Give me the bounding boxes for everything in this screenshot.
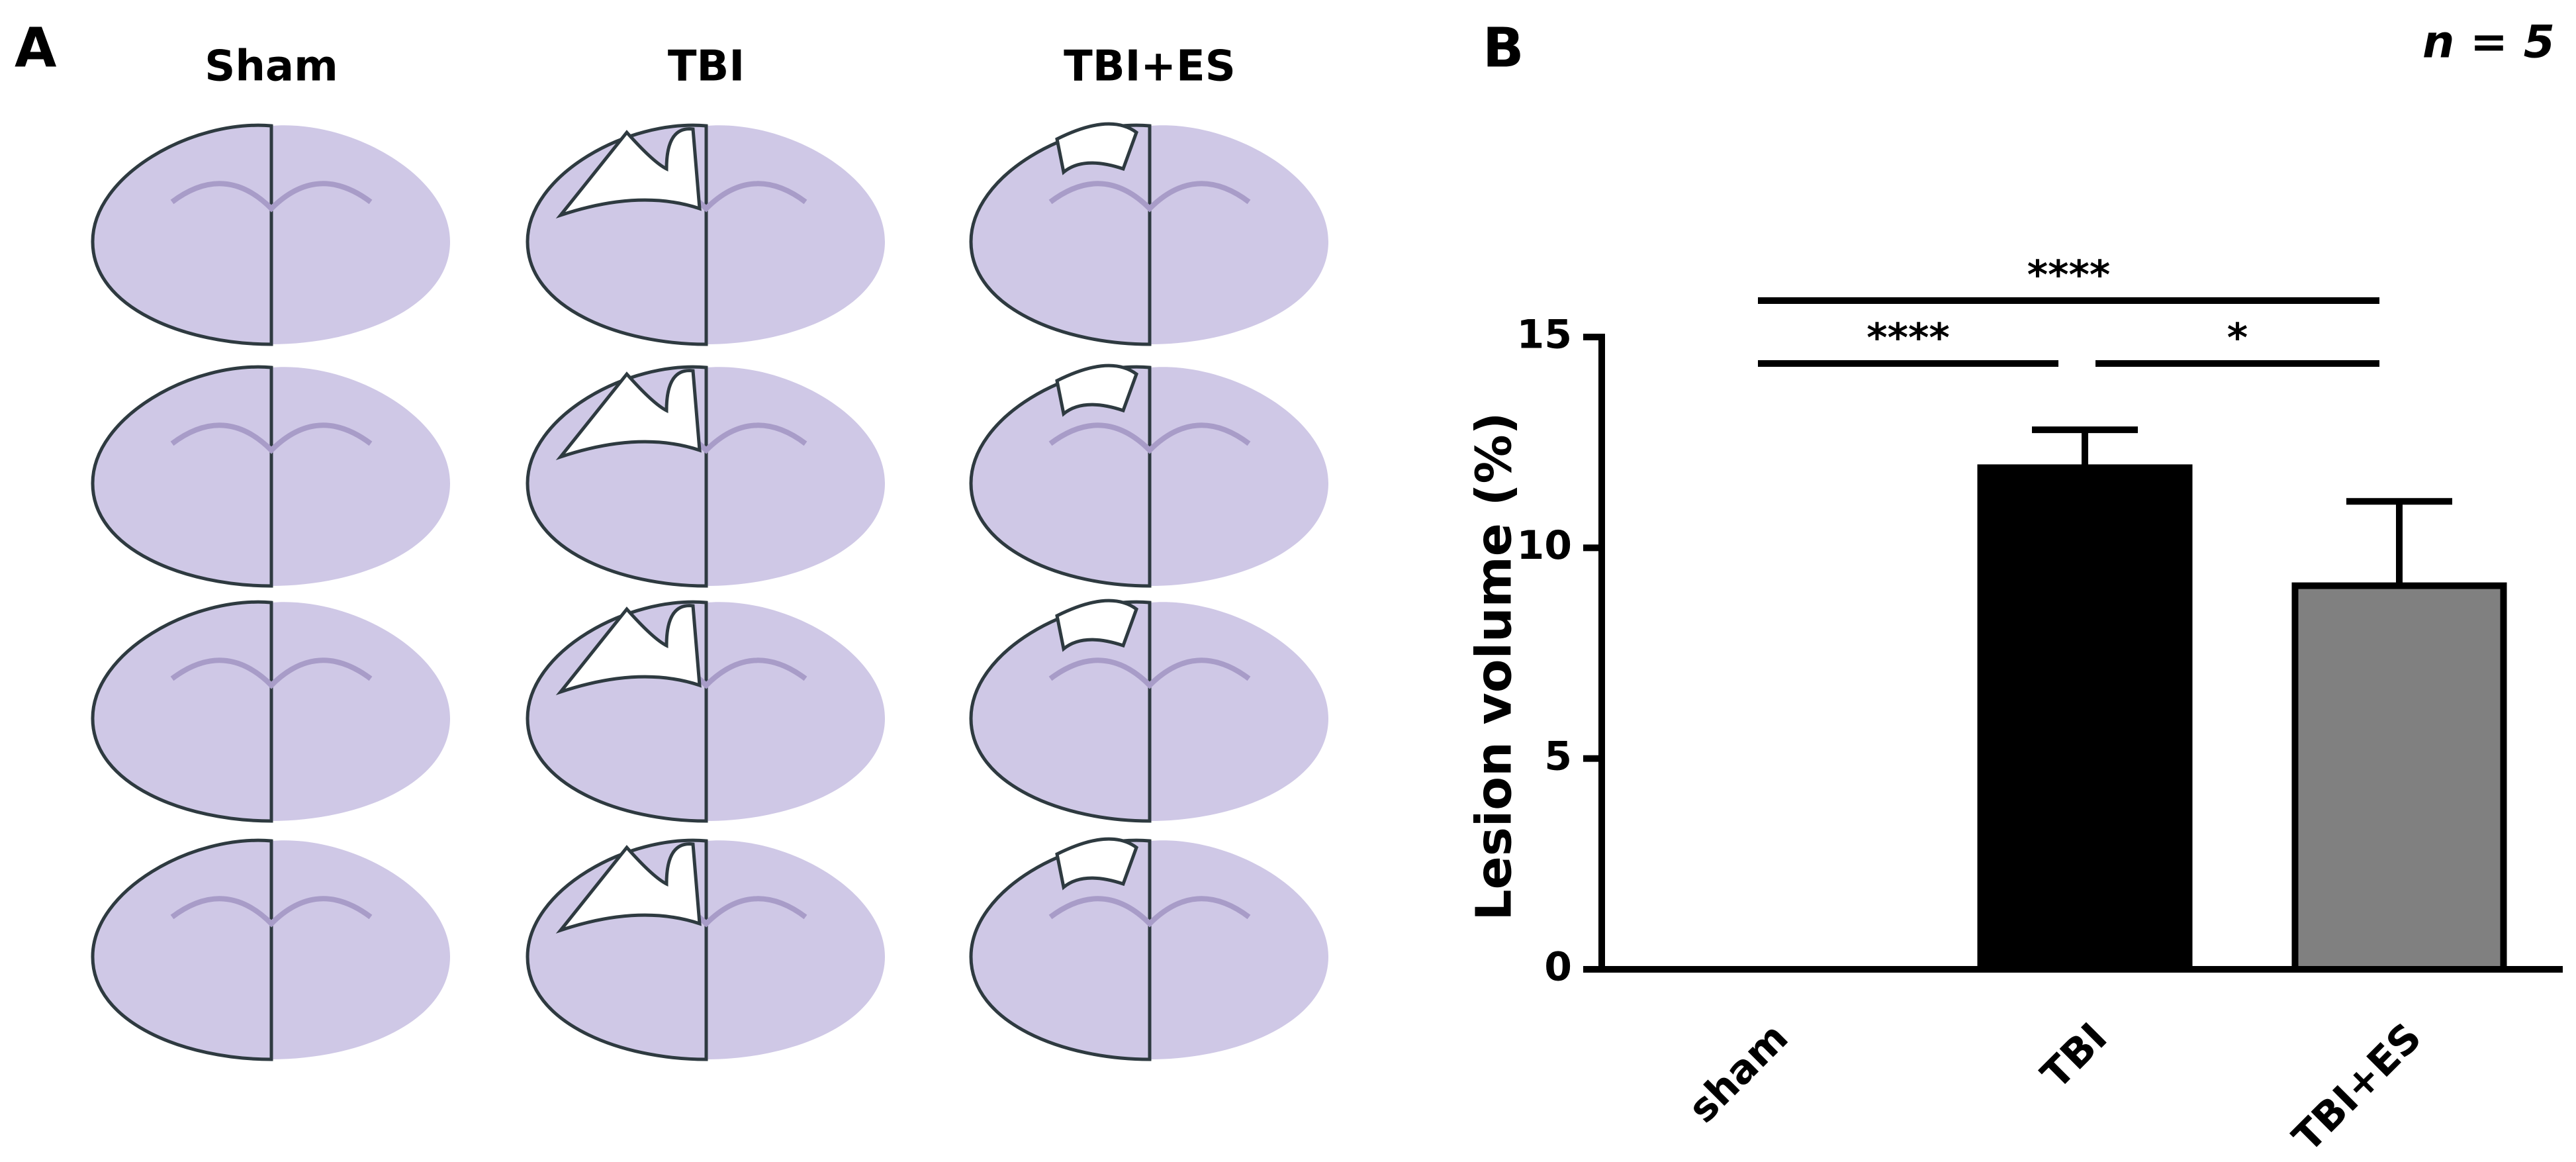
y-axis-label: Lesion volume (%) xyxy=(1466,412,1523,920)
hemisphere-outline xyxy=(91,838,273,1061)
lesion xyxy=(1055,122,1138,175)
hippocampus xyxy=(170,657,373,689)
hippocampus xyxy=(170,422,373,454)
hippocampus xyxy=(1048,181,1251,213)
bar xyxy=(1977,464,2193,973)
annotation: n = 5 xyxy=(2422,17,2555,69)
lesion xyxy=(1055,363,1138,417)
lesion xyxy=(1055,599,1138,652)
brain-sections xyxy=(91,122,1328,1061)
column-title: TBI+ES xyxy=(1064,42,1236,91)
bar xyxy=(2291,582,2507,973)
y-tick-label: 0 xyxy=(1544,944,1572,991)
significance-label: * xyxy=(2227,315,2248,362)
hippocampus xyxy=(170,896,373,928)
lesion xyxy=(555,127,702,219)
hippocampus xyxy=(170,181,373,213)
lesion xyxy=(555,842,702,934)
hemisphere-outline xyxy=(91,123,273,346)
y-tick-label: 15 xyxy=(1517,312,1573,358)
lesion xyxy=(555,604,702,696)
lesion xyxy=(1055,837,1138,891)
x-tick-label: sham xyxy=(1680,1014,1798,1132)
significance-label: **** xyxy=(2027,252,2111,299)
hippocampus xyxy=(1048,422,1251,454)
column-title: TBI xyxy=(668,42,745,91)
hippocampus xyxy=(1048,896,1251,928)
hemisphere-outline xyxy=(91,365,273,588)
panel-label: A xyxy=(15,17,57,79)
hemisphere-outline xyxy=(91,600,273,823)
panel-label: B xyxy=(1483,17,1524,79)
lesion xyxy=(555,369,702,461)
hippocampus xyxy=(1048,657,1251,689)
y-tick-label: 5 xyxy=(1544,733,1572,779)
y-tick-label: 10 xyxy=(1517,522,1573,569)
column-title: Sham xyxy=(205,42,338,91)
significance-label: **** xyxy=(1866,315,1950,362)
x-tick-label: TBI+ES xyxy=(2284,1014,2431,1161)
x-tick-label: TBI xyxy=(2033,1014,2117,1098)
